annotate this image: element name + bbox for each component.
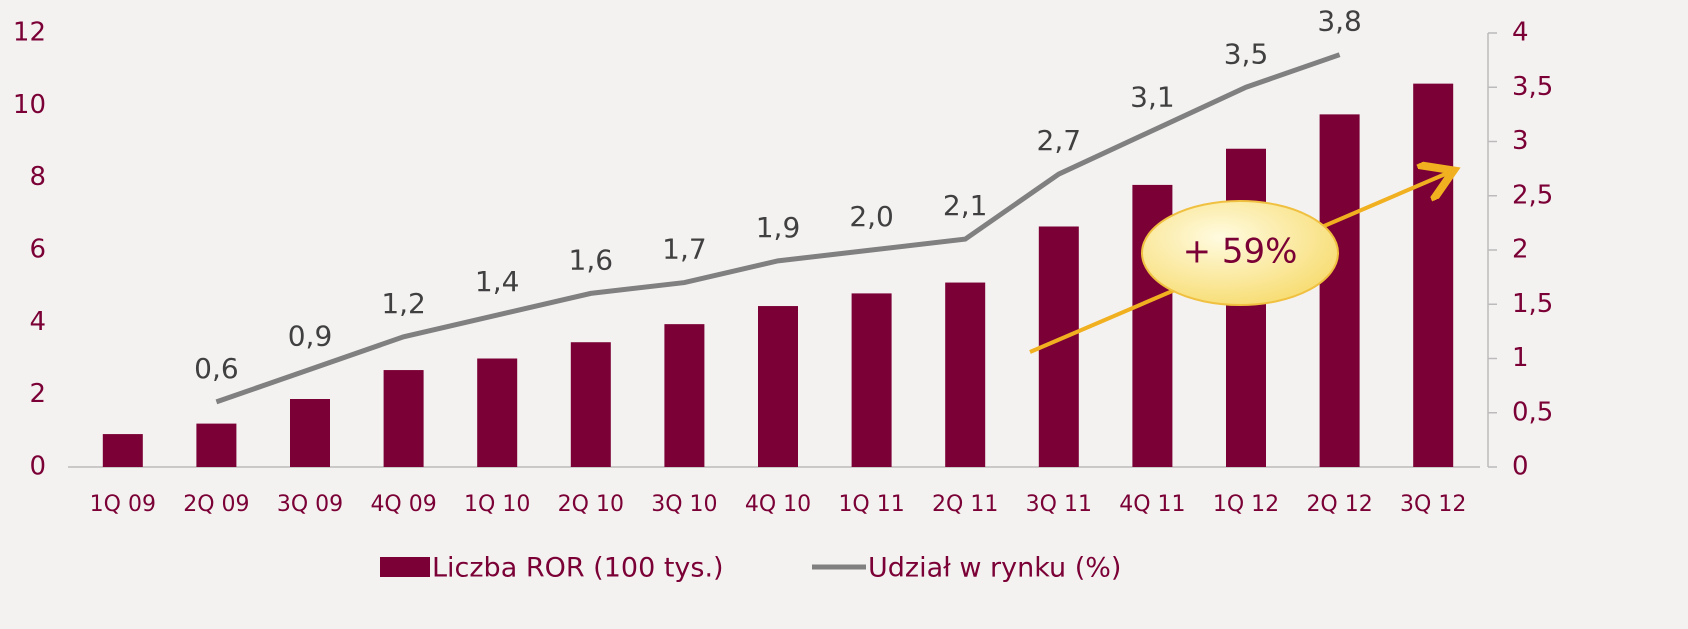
data-label: 0,6 (194, 352, 239, 385)
x-tick-label: 2Q 09 (183, 492, 249, 517)
data-label: 3,8 (1317, 5, 1362, 38)
x-tick-label: 1Q 12 (1213, 492, 1279, 517)
annotation-bubble (1141, 200, 1339, 306)
y-tick-label: 6 (29, 235, 46, 265)
data-label: 1,6 (569, 243, 614, 276)
y2-tick-label: 4 (1512, 18, 1529, 48)
x-tick-label: 4Q 09 (370, 492, 436, 517)
bar (1413, 83, 1454, 467)
y-tick-label: 12 (13, 18, 46, 48)
legend-swatch (380, 557, 430, 577)
y2-tick-label: 0,5 (1512, 397, 1553, 427)
y-tick-label: 0 (29, 452, 46, 482)
line (215, 52, 1341, 405)
bar (102, 434, 143, 467)
y-tick-label: 2 (29, 379, 46, 409)
x-tick-label: 1Q 10 (464, 492, 530, 517)
bar (945, 282, 986, 467)
data-label: 2,1 (943, 189, 988, 222)
bar (664, 324, 705, 467)
bar (1319, 114, 1360, 467)
x-tick-label: 3Q 10 (651, 492, 717, 517)
y-tick-label: 4 (29, 307, 46, 337)
y2-tick-label: 3 (1512, 126, 1529, 156)
legend-label: Liczba ROR (100 tys.) (432, 553, 724, 584)
x-tick-label: 3Q 12 (1400, 492, 1466, 517)
data-label: 1,2 (381, 287, 426, 320)
data-label: 1,4 (475, 265, 520, 298)
data-label: 3,1 (1130, 81, 1175, 114)
bar (383, 370, 424, 467)
bar (290, 399, 330, 467)
y-tick-label: 8 (29, 162, 46, 192)
bar (851, 293, 892, 467)
y2-tick-label: 2,5 (1512, 180, 1553, 210)
bar (570, 342, 611, 467)
x-tick-label: 2Q 12 (1306, 492, 1372, 517)
bar (196, 423, 237, 467)
x-tick-label: 4Q 11 (1119, 492, 1185, 517)
bar (477, 358, 518, 467)
x-tick-label: 4Q 10 (745, 492, 811, 517)
y2-tick-label: 1,5 (1512, 289, 1553, 319)
y2-tick-label: 0 (1512, 452, 1529, 482)
y2-tick-label: 3,5 (1512, 72, 1553, 102)
y2-tick-label: 2 (1512, 235, 1529, 265)
x-tick-label: 1Q 11 (838, 492, 904, 517)
data-label: 1,9 (756, 211, 801, 244)
bar (758, 306, 798, 467)
x-tick-label: 3Q 11 (1026, 492, 1092, 517)
data-label: 3,5 (1224, 37, 1269, 70)
data-label: 1,7 (662, 233, 707, 266)
data-label: 2,0 (849, 200, 894, 233)
x-tick-label: 3Q 09 (277, 492, 343, 517)
x-tick-label: 1Q 09 (90, 492, 156, 517)
x-tick-label: 2Q 10 (558, 492, 624, 517)
data-label: 0,9 (288, 319, 333, 352)
legend-label: Udział w rynku (%) (868, 553, 1121, 584)
x-tick-label: 2Q 11 (932, 492, 998, 517)
y-tick-label: 10 (13, 90, 46, 120)
data-label: 2,7 (1037, 124, 1082, 157)
annotation: + 59% (1183, 232, 1298, 272)
bar (1226, 148, 1266, 467)
y2-tick-label: 1 (1512, 343, 1529, 373)
